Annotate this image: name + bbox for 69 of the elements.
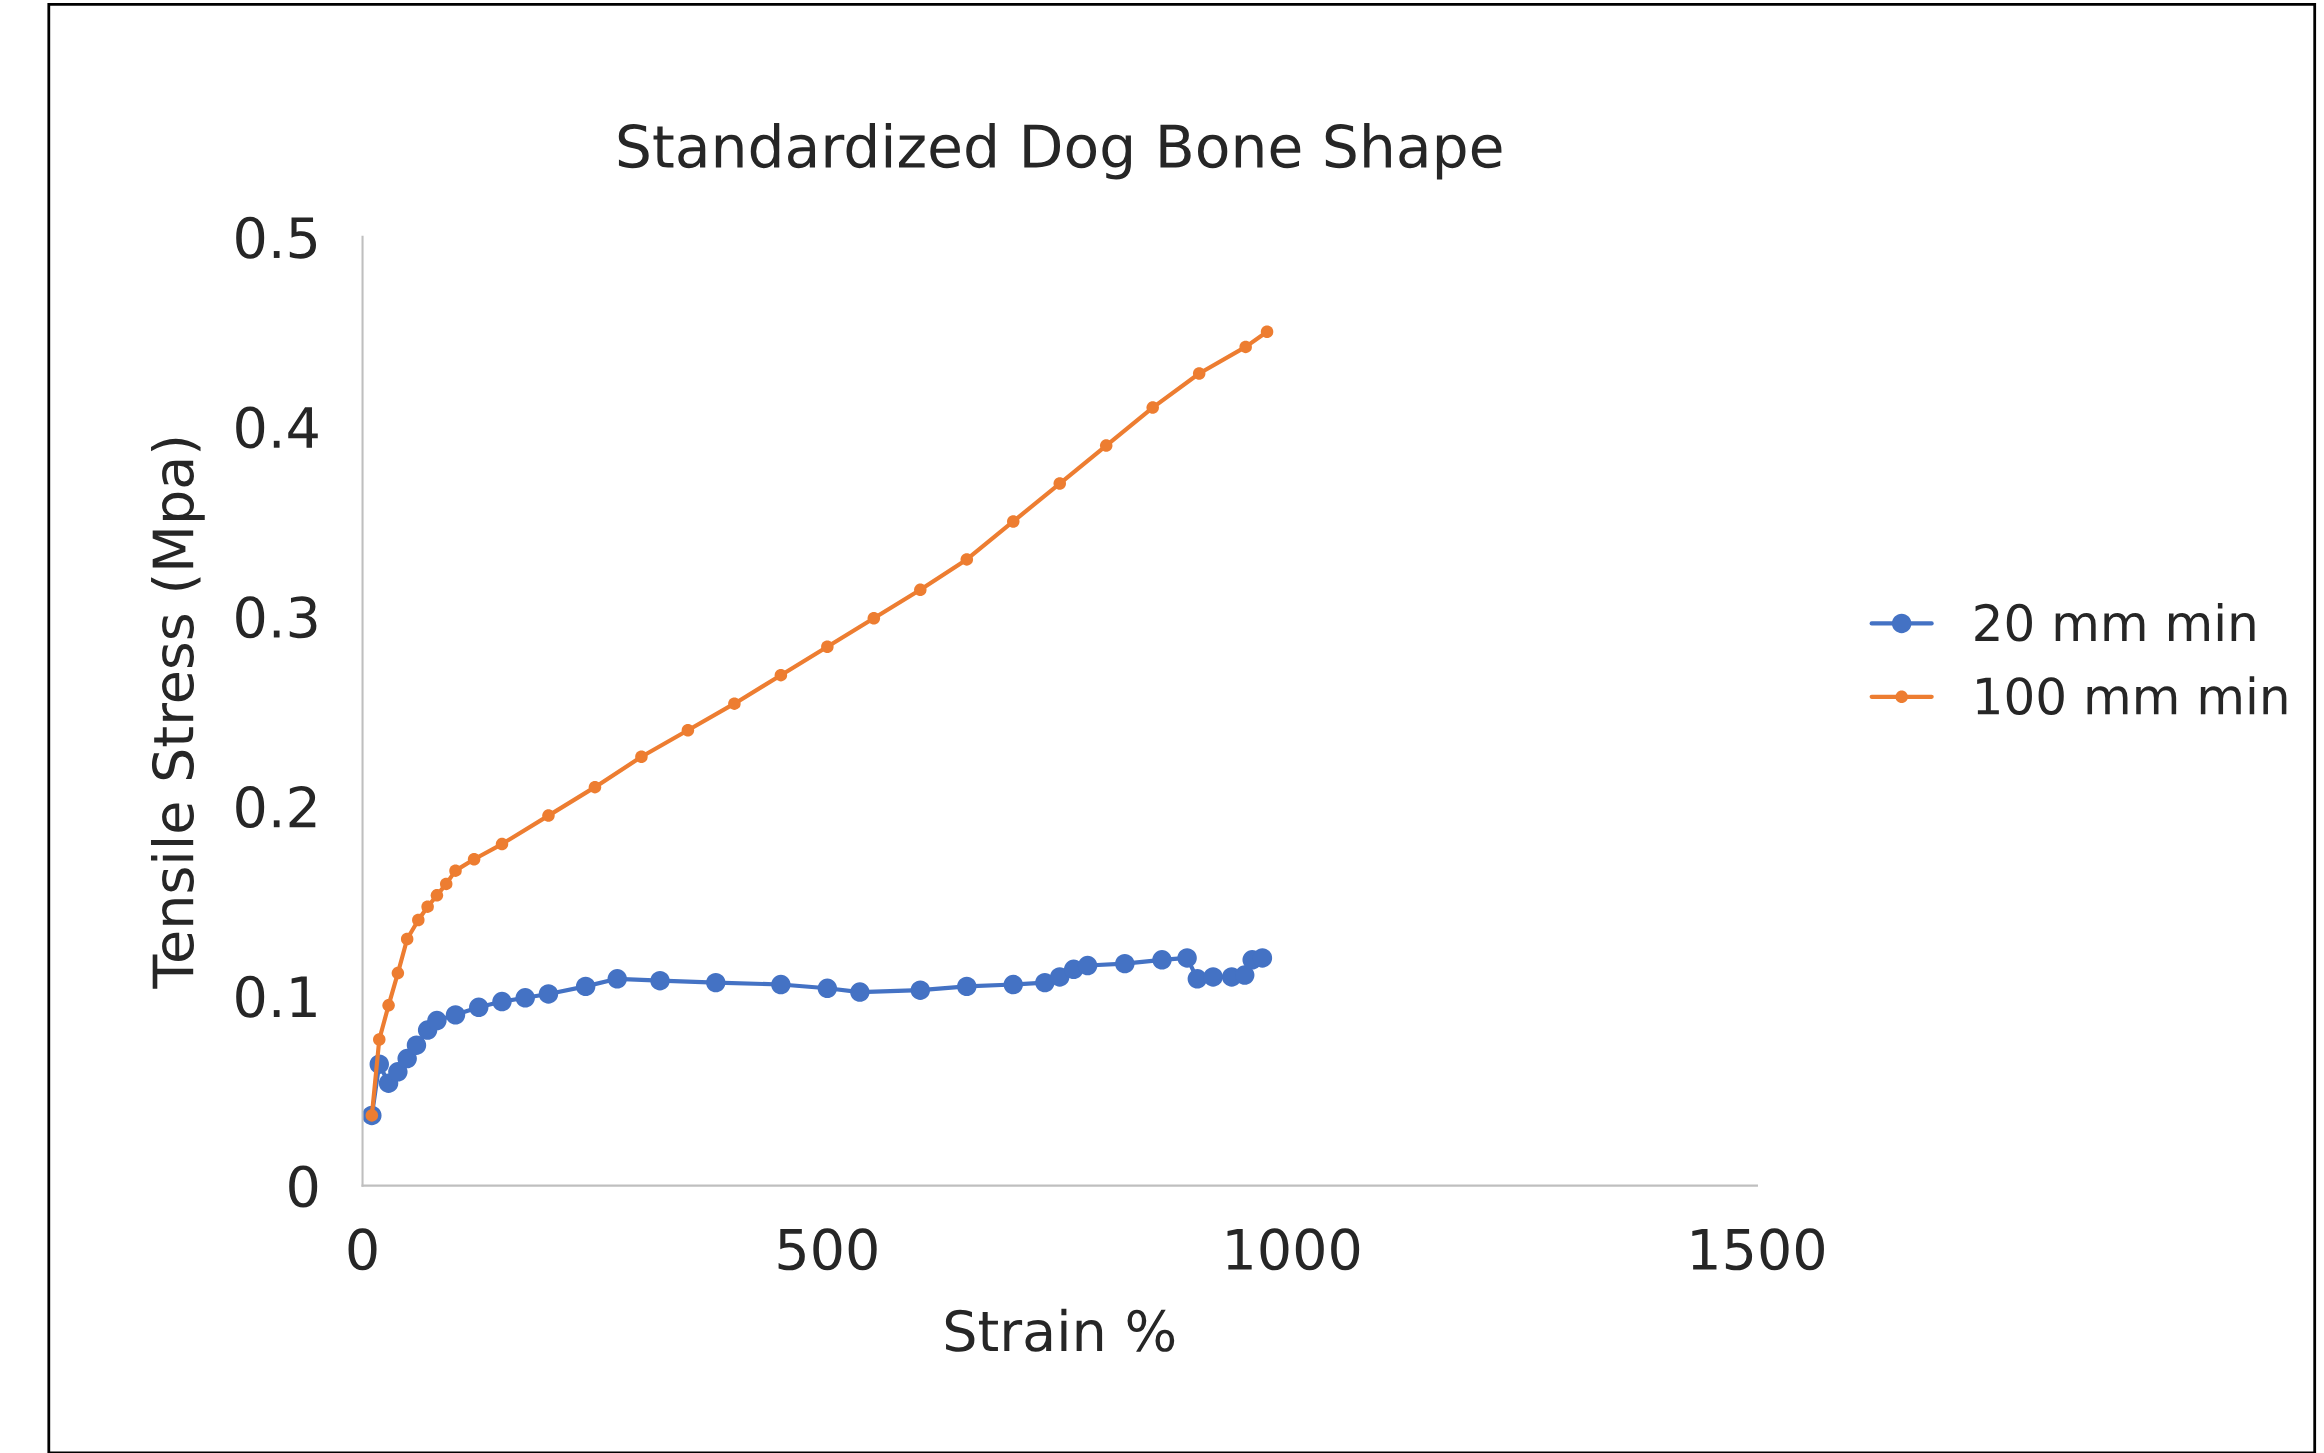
point xyxy=(914,583,927,597)
x-tick-label: 1000 xyxy=(1227,1228,1360,1271)
point xyxy=(467,853,481,866)
y-tick-label: 0.1 xyxy=(236,975,316,1018)
x-tick-label: 500 xyxy=(778,1228,877,1271)
point xyxy=(650,970,670,991)
y-tick-label: 0.5 xyxy=(236,216,317,259)
point xyxy=(681,723,695,737)
point xyxy=(430,889,444,902)
point xyxy=(1203,967,1223,987)
point xyxy=(588,780,602,794)
point xyxy=(728,697,741,710)
y-tick-label: 0.2 xyxy=(236,786,316,829)
point xyxy=(850,982,870,1002)
point xyxy=(421,900,434,913)
point xyxy=(439,877,453,891)
point xyxy=(1003,974,1023,995)
y-axis-title: Tensile Stress (Mpa) xyxy=(150,438,205,989)
point xyxy=(957,976,977,997)
point xyxy=(575,976,596,997)
point xyxy=(373,1033,386,1046)
point xyxy=(1115,953,1135,974)
point xyxy=(538,984,559,1004)
x-tick-label: 1500 xyxy=(1692,1228,1824,1271)
point xyxy=(382,999,395,1012)
y-tick-label: 0.4 xyxy=(236,406,318,449)
legend-label: 100 mm min xyxy=(1977,676,2287,716)
point xyxy=(821,640,834,653)
point xyxy=(492,991,512,1012)
point xyxy=(542,809,555,822)
point xyxy=(1239,340,1252,354)
point xyxy=(397,1048,417,1069)
point xyxy=(771,974,791,995)
point xyxy=(774,668,788,682)
point xyxy=(1235,965,1255,985)
point xyxy=(406,1035,427,1055)
y-tick-label: 0 xyxy=(289,1165,318,1208)
point xyxy=(1099,439,1113,452)
point xyxy=(1077,955,1098,976)
point xyxy=(412,913,425,927)
x-axis-title: Strain % xyxy=(945,1308,1175,1352)
point xyxy=(960,553,974,566)
point xyxy=(1007,515,1020,528)
chart-title: Standardized Dog Bone Shape xyxy=(618,123,1502,180)
point xyxy=(1252,948,1273,968)
point xyxy=(1035,972,1055,993)
point xyxy=(867,612,881,625)
x-tick-label: 0 xyxy=(348,1228,377,1271)
point xyxy=(1053,477,1066,490)
point xyxy=(449,864,462,877)
point xyxy=(1146,401,1159,414)
point xyxy=(910,980,931,1000)
point xyxy=(427,1010,447,1031)
point xyxy=(1260,325,1274,338)
point xyxy=(400,932,414,946)
point xyxy=(1192,367,1206,380)
point xyxy=(1152,950,1172,970)
point xyxy=(817,978,838,999)
point xyxy=(391,966,405,980)
point xyxy=(469,997,489,1017)
point xyxy=(635,750,648,764)
point xyxy=(495,837,509,851)
point xyxy=(607,969,627,989)
y-tick-label: 0.3 xyxy=(236,596,317,639)
point xyxy=(515,988,535,1008)
point xyxy=(1177,948,1197,968)
point xyxy=(445,1005,466,1025)
legend-label: 20 mm min xyxy=(1975,602,2255,642)
point xyxy=(706,972,726,993)
